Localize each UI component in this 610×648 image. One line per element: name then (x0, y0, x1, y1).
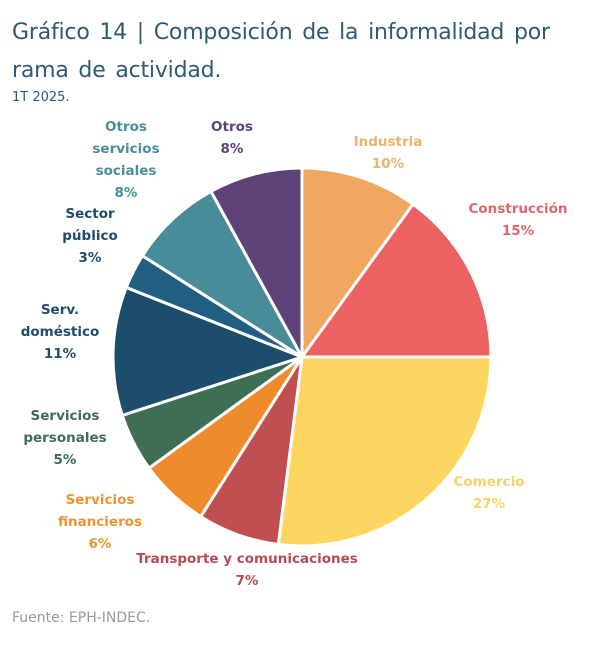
pie-label-servicios-financieros: Servicios financieros 6% (58, 492, 142, 552)
pie-label-value: 8% (115, 185, 138, 201)
pie-label-text: Construcción (468, 201, 567, 217)
pie-slice-otros-servicios-sociales (140, 189, 304, 359)
pie-label-text: Servicios (66, 492, 135, 508)
pie-label-value: 11% (44, 346, 77, 362)
pie-label-value: 27% (473, 496, 506, 512)
pie-label-otros: Otros 8% (211, 119, 253, 157)
pie-label-text: Comercio (454, 474, 525, 490)
pie-label-value: 8% (221, 141, 244, 157)
pie-label-industria: Industria 10% (354, 134, 423, 172)
pie-label-text: Servicios (31, 408, 100, 424)
pie-slice-construccion (300, 202, 493, 359)
pie-label-otros-servicios-sociales: Otros servicios sociales 8% (92, 119, 159, 201)
pie-label-text: Industria (354, 134, 423, 150)
pie-label-text: personales (23, 430, 106, 446)
pie-label-text: Otros (211, 119, 253, 135)
pie-slice-comercio (276, 355, 493, 548)
source-note: Fuente: EPH-INDEC. (12, 610, 151, 626)
pie-label-transporte-y-comunicaciones: Transporte y comunicaciones 7% (136, 551, 358, 589)
pie-slice-industria (300, 166, 415, 359)
chart-subtitle: 1T 2025. (12, 90, 70, 105)
pie-labels: Industria 10% Construcción 15% Comercio 27% Tr… (21, 119, 568, 589)
pie-label-text: servicios (92, 141, 159, 157)
pie-label-value: 7% (236, 573, 259, 589)
pie-label-sector-publico: Sector público 3% (62, 206, 117, 266)
pie-label-text: público (62, 228, 117, 244)
pie-slice-otros (209, 166, 304, 359)
pie-slices (111, 166, 493, 548)
pie-label-value: 5% (54, 452, 77, 468)
pie-label-text: sociales (96, 163, 157, 179)
pie-label-serv-domestico: Serv. doméstico 11% (21, 302, 100, 362)
pie-label-text: doméstico (21, 324, 100, 340)
pie-label-value: 10% (372, 156, 405, 172)
pie-label-value: 15% (502, 223, 535, 239)
pie-label-text: Transporte y comunicaciones (136, 551, 358, 567)
pie-label-text: Serv. (41, 302, 79, 318)
pie-label-text: financieros (58, 514, 142, 530)
pie-label-value: 6% (89, 536, 112, 552)
pie-label-comercio: Comercio 27% (454, 474, 525, 512)
chart-title: Gráfico 14 | Composición de la informali… (12, 20, 550, 83)
pie-slice-serv-domestico (111, 285, 304, 417)
pie-label-construccion: Construcción 15% (468, 201, 567, 239)
pie-label-text: Sector (65, 206, 115, 222)
pie-label-text: Otros (105, 119, 147, 135)
pie-label-value: 3% (79, 250, 102, 266)
pie-label-servicios-personales: Servicios personales 5% (23, 408, 106, 468)
